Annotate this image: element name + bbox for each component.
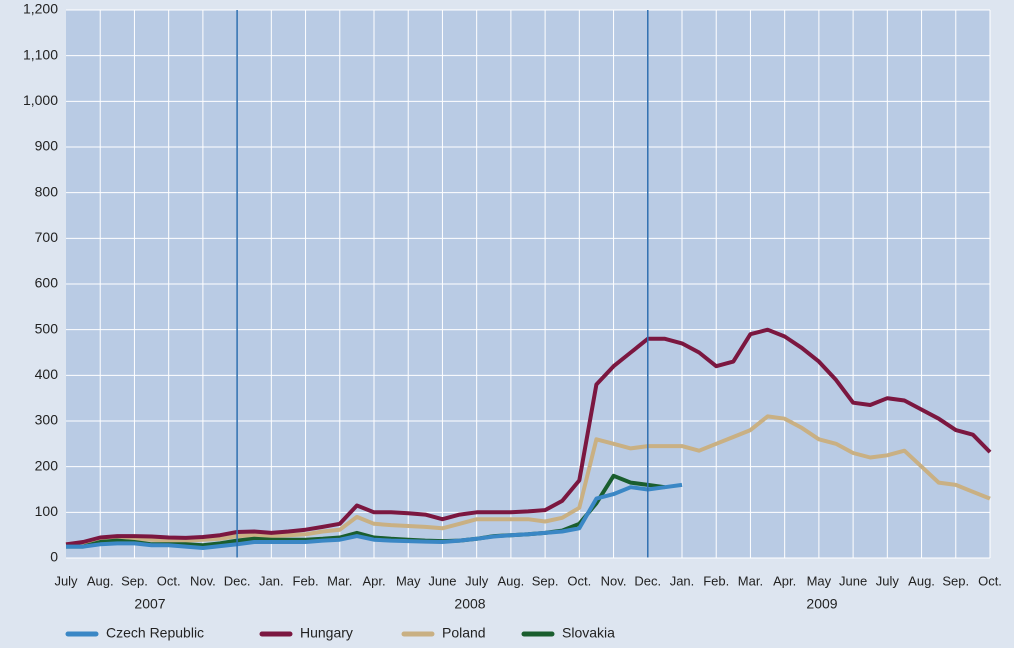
x-tick-label: Apr. [362,573,385,588]
year-label: 2009 [806,596,837,612]
x-tick-label: Apr. [773,573,796,588]
y-tick-label: 800 [35,183,59,199]
y-tick-label: 1,200 [23,1,58,17]
y-tick-label: 200 [35,457,59,473]
x-tick-label: Oct. [978,573,1002,588]
series-line [65,414,991,547]
y-tick-label: 900 [35,138,59,154]
legend-label: Hungary [300,625,353,641]
x-tick-label: Aug. [908,573,935,588]
x-tick-label: Aug. [498,573,525,588]
y-tick-label: 500 [35,320,59,336]
year-label: 2007 [134,596,165,612]
legend-label: Slovakia [562,625,615,641]
x-tick-label: Mar. [327,573,352,588]
x-tick-label: June [839,573,867,588]
x-tick-label: Feb. [293,573,319,588]
y-tick-label: 700 [35,229,59,245]
x-tick-label: Oct. [567,573,591,588]
legend-label: Czech Republic [106,625,204,641]
x-tick-label: July [54,573,78,588]
x-tick-label: Sep. [942,573,969,588]
legend-label: Poland [442,625,486,641]
y-tick-label: 400 [35,366,59,382]
x-tick-label: Dec. [634,573,661,588]
series-line [65,327,992,547]
y-tick-label: 1,000 [23,92,58,108]
x-tick-label: Mar. [738,573,763,588]
x-tick-label: Sep. [532,573,559,588]
y-tick-label: 1,100 [23,46,58,62]
x-tick-label: July [465,573,489,588]
series-line [66,482,683,550]
x-tick-label: May [396,573,421,588]
x-tick-label: June [428,573,456,588]
x-tick-label: Aug. [87,573,114,588]
x-tick-label: July [876,573,900,588]
x-tick-label: Nov. [601,573,627,588]
y-tick-label: 100 [35,503,59,519]
x-tick-label: Jan. [259,573,284,588]
y-tick-label: 0 [50,549,58,565]
y-tick-label: 300 [35,412,59,428]
x-tick-label: Feb. [703,573,729,588]
y-tick-label: 600 [35,275,59,291]
x-tick-label: Oct. [157,573,181,588]
x-tick-label: Jan. [670,573,695,588]
x-tick-label: Sep. [121,573,148,588]
x-tick-label: Dec. [224,573,251,588]
year-label: 2008 [454,596,485,612]
x-tick-label: May [807,573,832,588]
x-tick-label: Nov. [190,573,216,588]
